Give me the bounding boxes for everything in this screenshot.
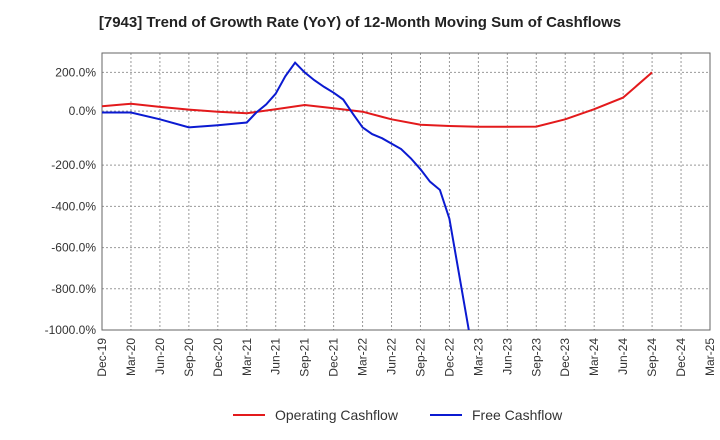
x-tick-label: Mar-24 (587, 338, 601, 376)
y-tick-label: -200.0% (51, 158, 96, 172)
operating-cashflow-line (102, 71, 653, 128)
x-tick-label: Mar-25 (703, 338, 717, 376)
x-tick-label: Mar-23 (471, 338, 485, 376)
x-tick-label: Dec-23 (558, 338, 572, 377)
x-tick-label: Sep-24 (645, 338, 659, 377)
free-cashflow-line (102, 61, 470, 330)
y-tick-label: -1000.0% (45, 323, 97, 337)
x-tick-label: Dec-21 (327, 338, 341, 377)
y-tick-label: -400.0% (51, 199, 96, 213)
x-tick-label: Sep-23 (529, 338, 543, 377)
x-tick-label: Mar-20 (124, 338, 138, 376)
x-tick-label: Jun-20 (153, 338, 167, 375)
y-tick-label: 0.0% (69, 104, 97, 118)
x-tick-label: Jun-22 (385, 338, 399, 375)
legend-label-operating-cashflow: Operating Cashflow (275, 407, 399, 423)
x-tick-label: Jun-23 (500, 338, 514, 375)
y-tick-label: -600.0% (51, 241, 96, 255)
x-tick-label: Sep-20 (182, 338, 196, 377)
y-tick-label: 200.0% (55, 65, 96, 79)
plot-frame (101, 52, 711, 331)
x-tick-label: Sep-22 (413, 338, 427, 377)
x-tick-label: Sep-21 (298, 338, 312, 377)
legend-label-free-cashflow: Free Cashflow (472, 407, 563, 423)
chart-title: [7943] Trend of Growth Rate (YoY) of 12-… (98, 14, 622, 31)
x-tick-label: Jun-24 (616, 338, 630, 375)
x-tick-label: Jun-21 (269, 338, 283, 375)
x-tick-label: Dec-24 (674, 338, 688, 377)
x-tick-label: Dec-22 (442, 338, 456, 377)
x-tick-label: Mar-21 (240, 338, 254, 376)
y-tick-label: -800.0% (51, 282, 96, 296)
x-tick-label: Dec-20 (211, 338, 225, 377)
x-tick-label: Mar-22 (356, 338, 370, 376)
x-tick-label: Dec-19 (95, 338, 109, 377)
plot-area (102, 53, 710, 330)
